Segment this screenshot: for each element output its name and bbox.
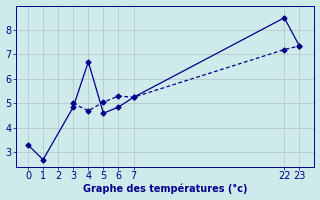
X-axis label: Graphe des températures (°c): Graphe des températures (°c) (83, 184, 247, 194)
